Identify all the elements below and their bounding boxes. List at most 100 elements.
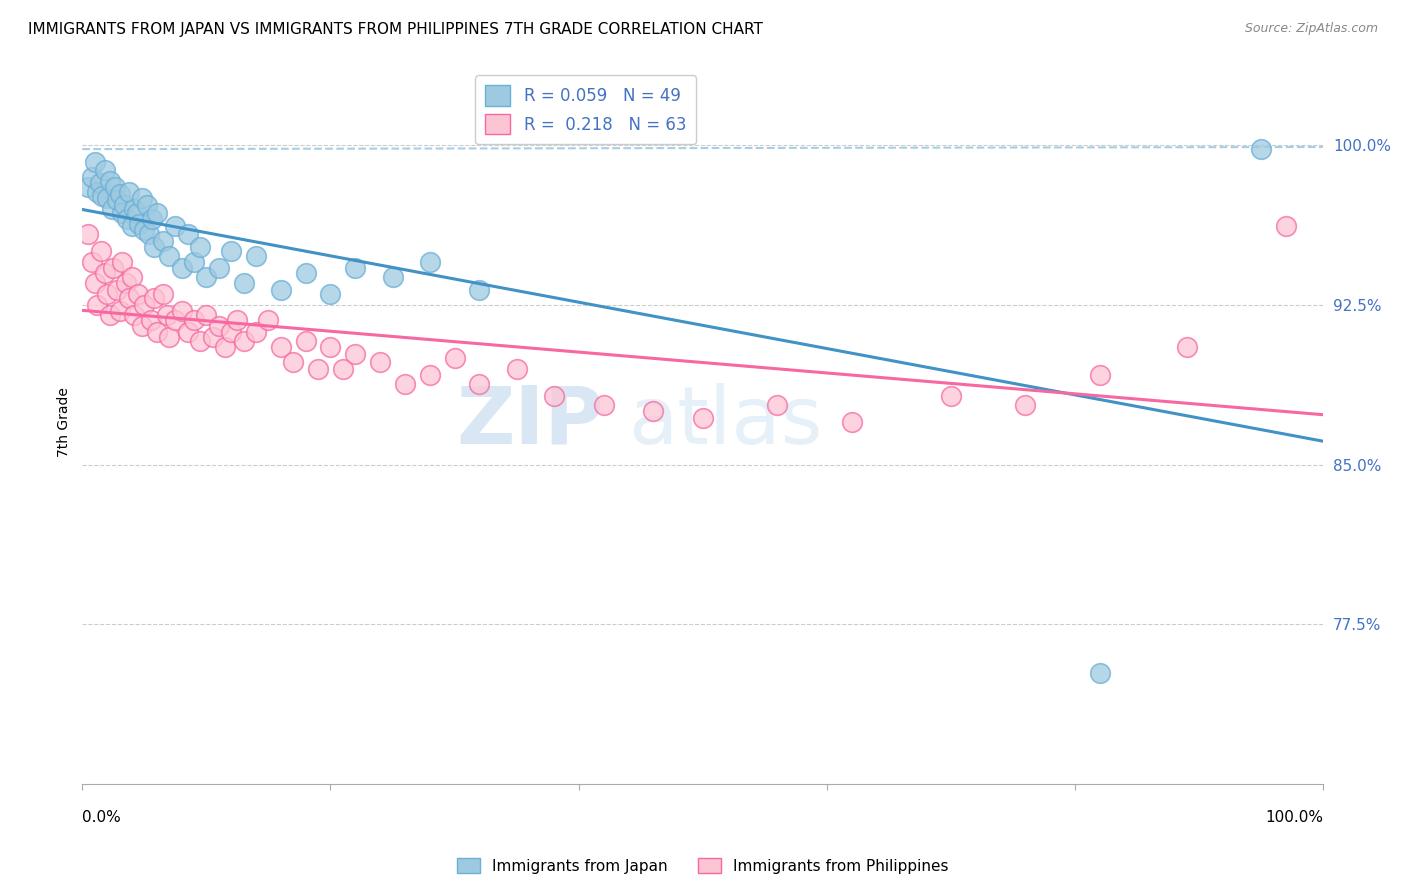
Point xyxy=(135,197,157,211)
Point xyxy=(232,277,254,291)
Point xyxy=(114,197,136,211)
Point xyxy=(121,270,143,285)
Point xyxy=(381,270,404,285)
Point xyxy=(77,180,100,194)
Point xyxy=(1014,398,1036,412)
Point xyxy=(156,309,179,323)
Point xyxy=(96,287,118,301)
Point xyxy=(124,202,146,216)
Point xyxy=(138,227,160,242)
Point xyxy=(111,206,134,220)
Point xyxy=(105,283,128,297)
Point xyxy=(319,287,342,301)
Point xyxy=(257,312,280,326)
Text: ZIP: ZIP xyxy=(457,383,603,461)
Point xyxy=(245,249,267,263)
Point xyxy=(111,255,134,269)
Point xyxy=(157,249,180,263)
Point xyxy=(114,277,136,291)
Point xyxy=(939,389,962,403)
Point xyxy=(165,312,187,326)
Point xyxy=(294,334,316,348)
Point xyxy=(643,404,665,418)
Point xyxy=(143,291,166,305)
Point xyxy=(128,217,150,231)
Point xyxy=(208,318,231,333)
Point xyxy=(188,334,211,348)
Point xyxy=(98,174,121,188)
Point xyxy=(270,340,292,354)
Point xyxy=(98,309,121,323)
Point xyxy=(245,326,267,340)
Point xyxy=(83,155,105,169)
Point xyxy=(108,186,131,201)
Point xyxy=(118,185,141,199)
Point xyxy=(145,326,167,340)
Point xyxy=(195,270,218,285)
Point xyxy=(170,261,193,276)
Point xyxy=(419,368,441,382)
Point xyxy=(368,355,391,369)
Text: Source: ZipAtlas.com: Source: ZipAtlas.com xyxy=(1244,22,1378,36)
Point xyxy=(543,389,565,403)
Point xyxy=(93,163,115,178)
Point xyxy=(219,244,242,259)
Point xyxy=(108,304,131,318)
Point xyxy=(121,219,143,233)
Point xyxy=(692,410,714,425)
Point xyxy=(195,309,218,323)
Point xyxy=(344,261,367,276)
Point xyxy=(86,298,108,312)
Point xyxy=(134,223,156,237)
Point xyxy=(183,312,205,326)
Point xyxy=(1250,142,1272,156)
Point xyxy=(93,266,115,280)
Point xyxy=(143,240,166,254)
Point xyxy=(165,219,187,233)
Point xyxy=(270,283,292,297)
Point xyxy=(134,298,156,312)
Point xyxy=(83,277,105,291)
Point xyxy=(77,227,100,242)
Point xyxy=(101,202,124,216)
Point xyxy=(394,376,416,391)
Point xyxy=(1275,219,1298,233)
Point xyxy=(307,361,329,376)
Point xyxy=(103,180,125,194)
Point xyxy=(232,334,254,348)
Point xyxy=(131,318,153,333)
Point xyxy=(127,287,149,301)
Point xyxy=(86,185,108,199)
Point xyxy=(419,255,441,269)
Text: 100.0%: 100.0% xyxy=(1265,810,1323,825)
Point xyxy=(170,304,193,318)
Y-axis label: 7th Grade: 7th Grade xyxy=(58,387,72,457)
Point xyxy=(294,266,316,280)
Text: 0.0%: 0.0% xyxy=(83,810,121,825)
Point xyxy=(145,206,167,220)
Point xyxy=(219,326,242,340)
Point xyxy=(105,194,128,208)
Point xyxy=(89,176,111,190)
Point xyxy=(115,212,138,227)
Point xyxy=(157,329,180,343)
Point xyxy=(1088,368,1111,382)
Point xyxy=(841,415,863,429)
Point xyxy=(124,309,146,323)
Point xyxy=(319,340,342,354)
Point xyxy=(141,212,163,227)
Point xyxy=(1175,340,1198,354)
Point xyxy=(131,191,153,205)
Point xyxy=(1088,666,1111,681)
Point xyxy=(201,329,224,343)
Point xyxy=(152,287,174,301)
Point xyxy=(468,283,491,297)
Point xyxy=(177,326,200,340)
Point xyxy=(177,227,200,242)
Point xyxy=(214,340,236,354)
Point xyxy=(468,376,491,391)
Point xyxy=(125,206,148,220)
Point xyxy=(82,255,104,269)
Point xyxy=(139,312,162,326)
Point xyxy=(183,255,205,269)
